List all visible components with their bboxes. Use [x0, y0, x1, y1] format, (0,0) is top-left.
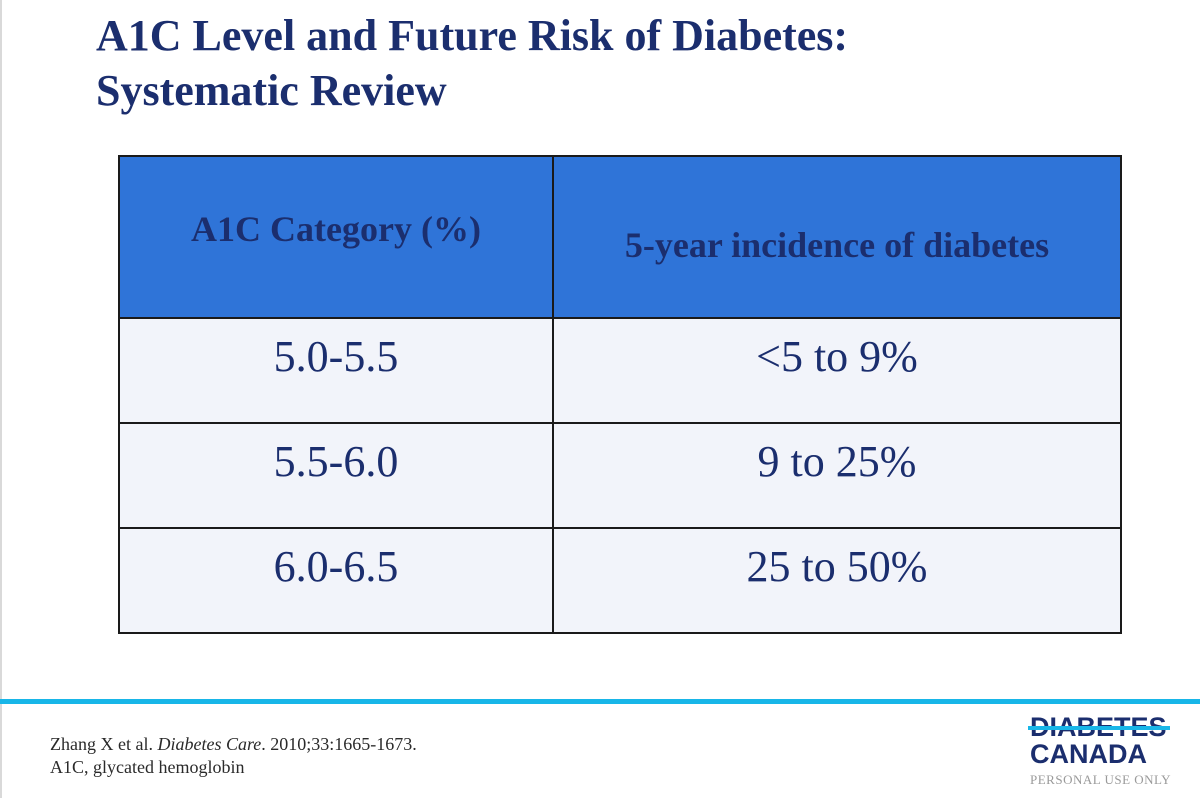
- incidence-cell: 25 to 50%: [552, 527, 1122, 634]
- slide-left-edge: [0, 0, 2, 798]
- table-row: 5.0-5.5 <5 to 9%: [118, 317, 1122, 424]
- table-row: 5.5-6.0 9 to 25%: [118, 422, 1122, 529]
- incidence-cell: 9 to 25%: [552, 422, 1122, 529]
- footer-citation: Zhang X et al. Diabetes Care. 2010;33:16…: [50, 733, 417, 779]
- a1c-category-cell: 6.0-6.5: [118, 527, 554, 634]
- slide-title-line-1: A1C Level and Future Risk of Diabetes:: [96, 11, 849, 60]
- header-a1c-category: A1C Category (%): [118, 155, 554, 319]
- logo-word-canada: CANADA: [1030, 739, 1147, 769]
- a1c-risk-table: A1C Category (%) 5-year incidence of dia…: [118, 155, 1122, 634]
- logo-stripe: [1028, 726, 1170, 730]
- slide-title-line-2: Systematic Review: [96, 66, 447, 115]
- abbreviation-note: A1C, glycated hemoglobin: [50, 757, 245, 777]
- header-5-year-incidence: 5-year incidence of diabetes: [552, 155, 1122, 319]
- journal-name: Diabetes Care: [157, 734, 262, 754]
- diabetes-canada-logo: DIABETES CANADA PERSONAL USE ONLY: [1028, 714, 1172, 788]
- reference-line: Zhang X et al. Diabetes Care. 2010;33:16…: [50, 734, 417, 754]
- personal-use-note: PERSONAL USE ONLY: [1030, 772, 1172, 787]
- table-row: 6.0-6.5 25 to 50%: [118, 527, 1122, 634]
- table-header-row: A1C Category (%) 5-year incidence of dia…: [118, 155, 1122, 319]
- slide-title: A1C Level and Future Risk of Diabetes: S…: [96, 8, 1146, 118]
- footer-divider: [0, 699, 1200, 704]
- a1c-category-cell: 5.5-6.0: [118, 422, 554, 529]
- a1c-category-cell: 5.0-5.5: [118, 317, 554, 424]
- incidence-cell: <5 to 9%: [552, 317, 1122, 424]
